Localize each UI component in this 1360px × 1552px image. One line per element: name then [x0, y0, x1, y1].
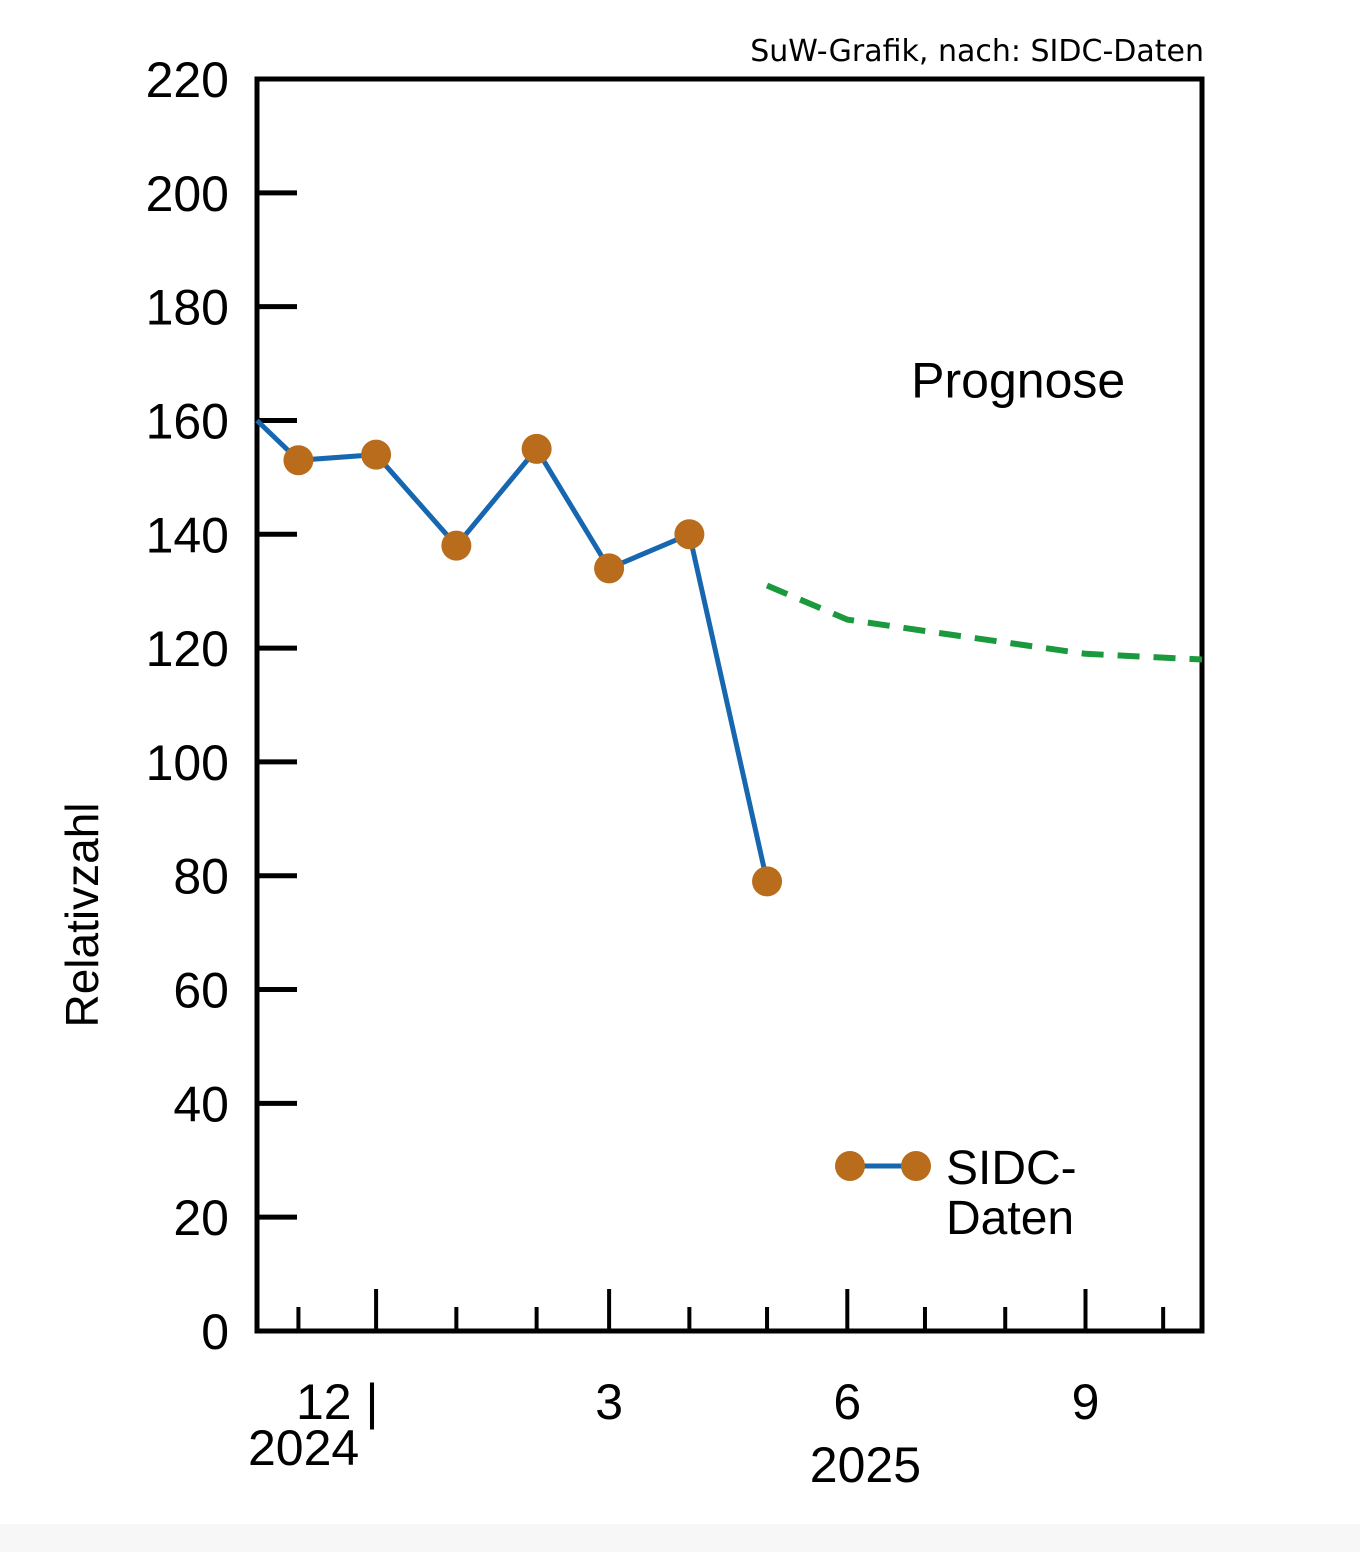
y-tick-label: 100: [146, 735, 229, 791]
bottom-strip: [0, 1524, 1360, 1552]
legend-label: SIDC-: [946, 1142, 1077, 1195]
x-tick-label: 12 |: [296, 1374, 379, 1430]
x-year-label: 2024: [248, 1420, 359, 1476]
plot-frame: [254, 76, 1205, 1334]
y-tick-label: 140: [146, 507, 229, 563]
sidc-data-marker: [283, 445, 314, 476]
y-tick-label: 180: [146, 280, 229, 336]
y-tick-label: 160: [146, 393, 229, 449]
y-axis-title: Relativzahl: [56, 803, 108, 1028]
x-tick-label: 3: [595, 1374, 623, 1430]
x-tick-label: 6: [833, 1374, 861, 1430]
y-tick-label: 80: [173, 849, 229, 905]
sidc-data-line: [255, 418, 770, 882]
sidc-data-marker: [521, 433, 552, 464]
y-tick-label: 40: [173, 1076, 229, 1132]
sidc-data-marker: [594, 553, 625, 584]
y-tick-label: 120: [146, 621, 229, 677]
sidc-data-marker: [441, 530, 472, 561]
y-tick-label: 220: [146, 52, 229, 108]
y-tick-label: 0: [201, 1304, 229, 1360]
sidc-data-marker: [361, 439, 392, 470]
forecast-line: [765, 582, 1203, 663]
sidc-data-marker: [752, 866, 783, 897]
chart-credit: SuW-Grafik, nach: SIDC-Daten: [750, 34, 1204, 69]
legend-label: Daten: [946, 1192, 1074, 1245]
sidc-data-marker: [674, 519, 705, 550]
legend-marker-swatch: [901, 1151, 931, 1181]
x-year-label: 2025: [810, 1437, 921, 1493]
forecast-annotation: Prognose: [911, 353, 1125, 409]
x-tick-label: 9: [1072, 1374, 1100, 1430]
legend-marker-swatch: [835, 1151, 865, 1181]
y-tick-label: 20: [173, 1190, 229, 1246]
y-tick-label: 200: [146, 166, 229, 222]
y-tick-label: 60: [173, 963, 229, 1019]
